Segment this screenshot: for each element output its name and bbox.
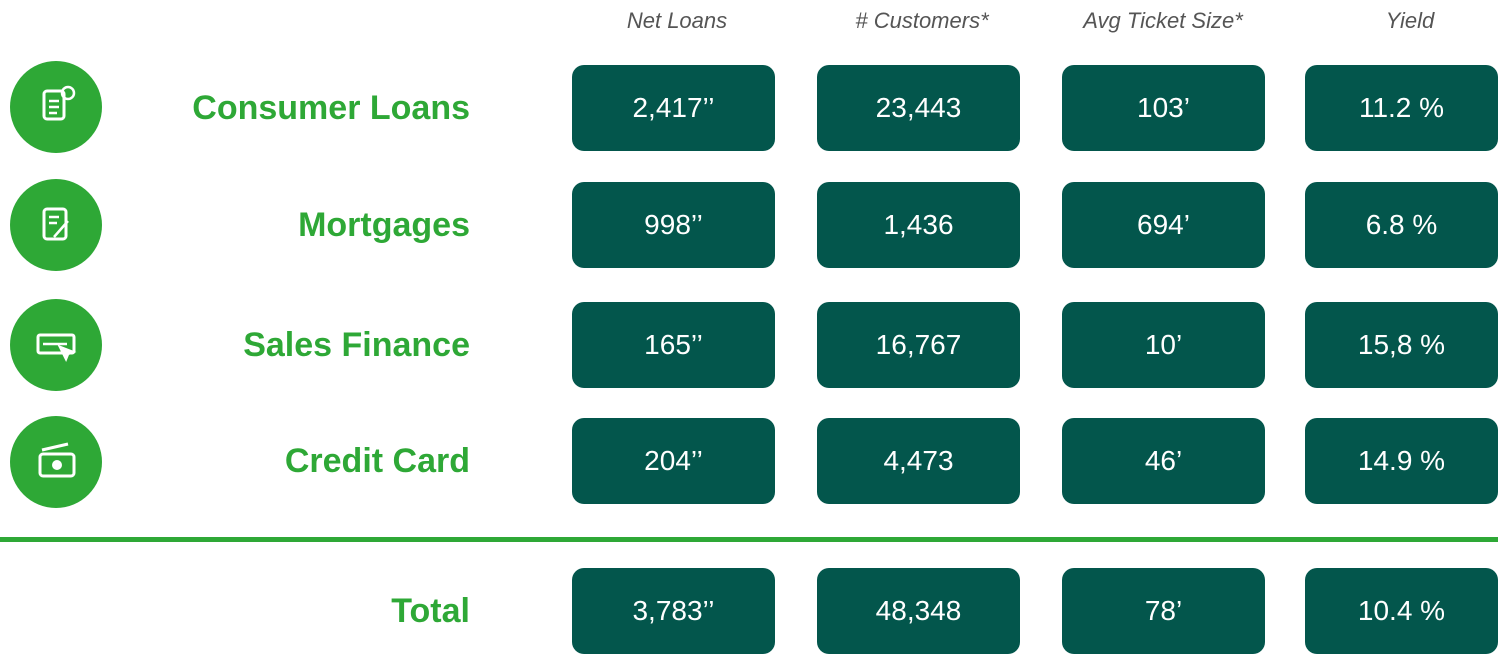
column-header: Avg Ticket Size* [1083,8,1243,33]
value-box: 23,443 [817,65,1020,151]
column-header: Net Loans [626,8,728,33]
divider [0,537,1498,542]
value-box: 48,348 [817,568,1020,654]
value-box: 16,767 [817,302,1020,388]
row-label: Sales Finance [243,326,470,364]
value-box: 15,8 % [1305,302,1498,388]
row-label: Credit Card [284,442,470,480]
value-box: 103’ [1062,65,1265,151]
value-box: 204’’ [572,418,775,504]
value-box: 10’ [1062,302,1265,388]
value-box: 4,473 [817,418,1020,504]
row-label: Consumer Loans [192,89,470,127]
value-box: 1,436 [817,182,1020,268]
value-box: 6.8 % [1305,182,1498,268]
value-box: 78’ [1062,568,1265,654]
value-box: 11.2 % [1305,65,1498,151]
value-box: 14.9 % [1305,418,1498,504]
icon [10,299,102,391]
row-label: Mortgages [298,206,470,244]
icon [10,416,102,508]
value-box: 46’ [1062,418,1265,504]
value-box: 2,417’’ [572,65,775,151]
column-header: # Customers* [855,8,989,33]
value-box: 165’’ [572,302,775,388]
row-label: Total [391,592,470,630]
value-box: 694’ [1062,182,1265,268]
value-box: 998’’ [572,182,775,268]
value-box: 10.4 % [1305,568,1498,654]
icon [10,61,102,153]
column-header: Yield [1385,8,1435,33]
value-box: 3,783’’ [572,568,775,654]
icon [10,179,102,271]
